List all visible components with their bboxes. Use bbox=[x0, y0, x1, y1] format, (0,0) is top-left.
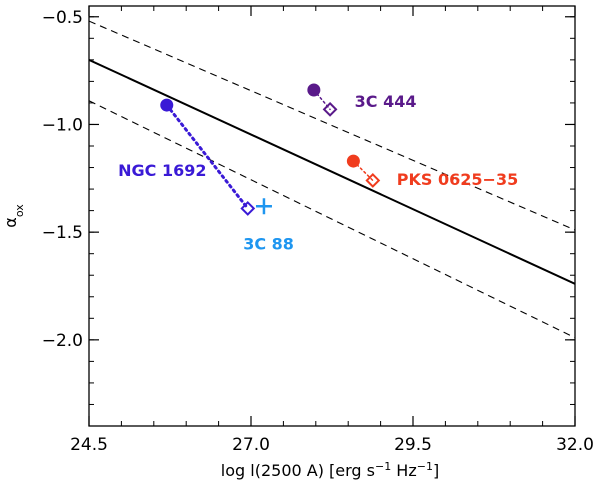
y-axis-title-sub: ox bbox=[13, 204, 26, 217]
open-diamond-ngc-1692 bbox=[240, 201, 256, 216]
y-tick-label: −2.0 bbox=[42, 331, 83, 351]
data-markers bbox=[160, 83, 381, 216]
x-tick-label: 32.0 bbox=[556, 435, 594, 455]
relation-line-dashed-2 bbox=[89, 100, 575, 339]
open-diamond-pks-0625-35 bbox=[365, 173, 381, 188]
y-axis-ticks: −2.0 −1.5 −1.0 −0.5 bbox=[42, 8, 575, 427]
y-tick-label: −1.0 bbox=[42, 115, 83, 135]
filled-point-ngc-1692 bbox=[160, 98, 174, 112]
x-tick-label: 24.5 bbox=[70, 435, 108, 455]
y-tick-label: −0.5 bbox=[42, 8, 83, 28]
filled-point-3c-444 bbox=[307, 83, 321, 97]
cross-point-3c-88 bbox=[255, 198, 272, 215]
connector-ngc-1692 bbox=[165, 103, 250, 210]
y-axis-title-symbol: α bbox=[1, 217, 20, 228]
x-axis-ticks: 24.5 27.0 29.5 32.0 bbox=[70, 6, 594, 455]
label-3c-444: 3C 444 bbox=[355, 92, 417, 111]
y-tick-label: −1.5 bbox=[42, 223, 83, 243]
x-axis-title-end: ] bbox=[433, 461, 439, 480]
filled-point-pks-0625-35 bbox=[346, 154, 360, 168]
plot-frame bbox=[88, 5, 576, 427]
x-axis-title-main: log l(2500 A) [erg s bbox=[221, 461, 375, 480]
x-tick-label: 27.0 bbox=[232, 435, 270, 455]
open-diamond-3c-444 bbox=[322, 101, 338, 117]
relation-line-dashed-1 bbox=[89, 20, 575, 231]
connector-lines bbox=[165, 89, 374, 210]
object-labels: 3C 444 PKS 0625−35 NGC 1692 3C 88 bbox=[118, 92, 518, 253]
label-3c-88: 3C 88 bbox=[243, 234, 294, 253]
x-axis-title: log l(2500 A) [erg s−1 Hz−1] bbox=[221, 460, 439, 481]
y-axis-title: αox bbox=[1, 204, 26, 228]
x-axis-title-sup2: −1 bbox=[417, 460, 433, 473]
x-axis-title-mid: Hz bbox=[391, 461, 417, 480]
x-axis-title-sup1: −1 bbox=[375, 460, 391, 473]
label-ngc-1692: NGC 1692 bbox=[118, 161, 206, 180]
relation-line-solid-0 bbox=[89, 58, 575, 285]
relation-lines bbox=[89, 20, 575, 339]
label-pks-0625-35: PKS 0625−35 bbox=[397, 170, 518, 189]
x-tick-label: 29.5 bbox=[394, 435, 432, 455]
